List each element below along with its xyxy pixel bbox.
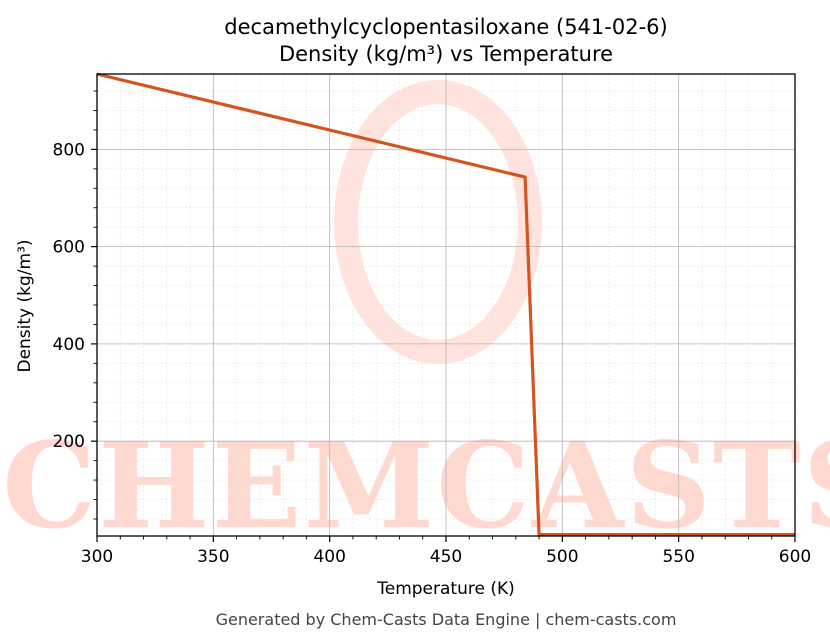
series-layer [96,72,795,537]
x-axis-label: Temperature (K) [376,579,515,599]
x-tick-label: 500 [546,547,578,567]
x-tick-label: 300 [81,547,113,567]
y-tick-label: 200 [53,432,85,452]
x-tick-label: 550 [662,547,694,567]
x-tick-label: 450 [430,547,462,567]
y-tick-label: 800 [53,140,85,160]
y-tick-label: 400 [53,335,85,355]
x-tick-label: 600 [779,547,811,567]
watermark-ring [334,80,542,364]
series-line-density [96,72,795,537]
footer-credit: Generated by Chem-Casts Data Engine | ch… [216,610,677,629]
x-tick-label: 400 [313,547,345,567]
chart-title-line-2: Density (kg/m³) vs Temperature [279,42,613,66]
y-tick-label: 600 [53,238,85,258]
x-tick-label: 350 [197,547,229,567]
tick-labels: 300 350 400 450 500 550 600 200 400 600 800 [53,140,812,567]
chart-title-line-1: decamethylcyclopentasiloxane (541-02-6) [224,15,667,39]
y-axis-label: Density (kg/m³) [15,239,35,372]
watermark-logo: CHEMCASTS [2,80,830,555]
axis-ticks [91,90,796,542]
watermark-text: CHEMCASTS [2,416,830,555]
